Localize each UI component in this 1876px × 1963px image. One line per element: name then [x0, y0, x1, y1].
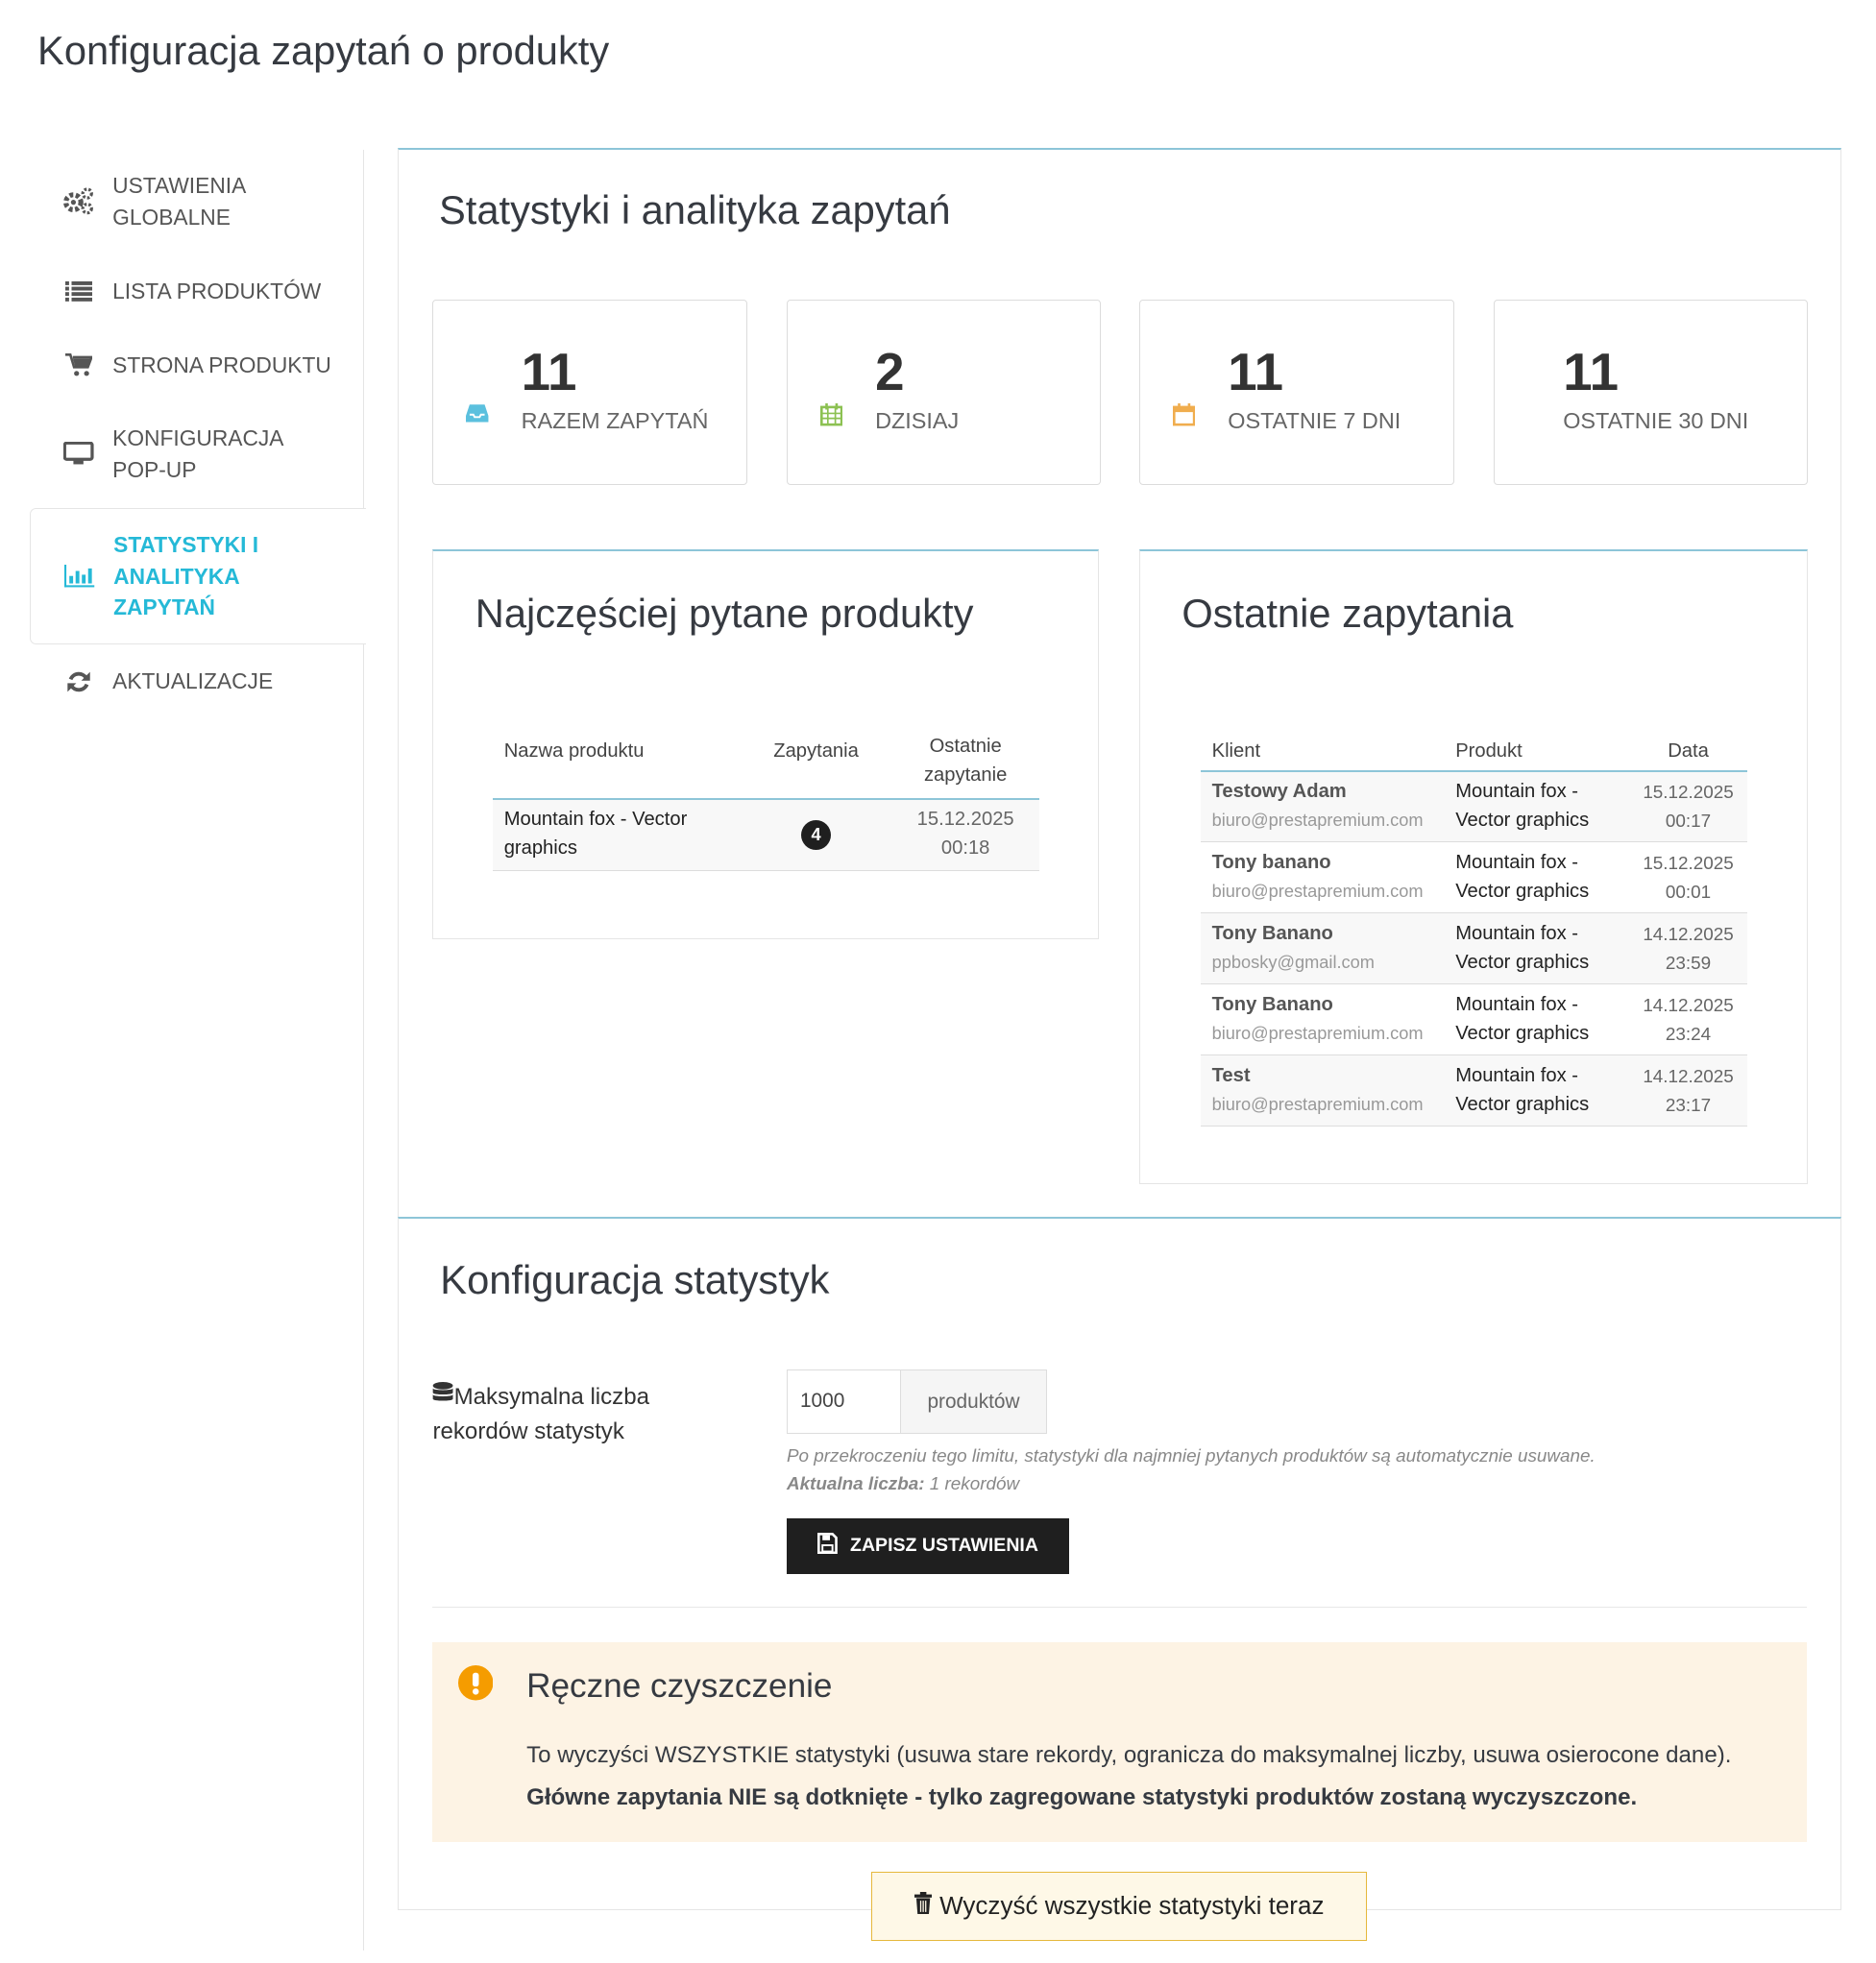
sidebar-item-label: STATYSTYKI I ANALITYKA ZAPYTAŃ — [113, 532, 259, 620]
max-records-input[interactable] — [787, 1369, 902, 1433]
column-header: Produkt — [1444, 732, 1630, 772]
list-icon — [62, 280, 95, 302]
desktop-icon — [62, 441, 95, 467]
cleanup-warning: Główne zapytania NIE są dotknięte - tylk… — [526, 1783, 1638, 1810]
cogs-icon — [62, 187, 95, 215]
client-name: Tony Banano — [1211, 922, 1333, 944]
column-header: Klient — [1200, 732, 1445, 772]
page-title: Konfiguracja zapytań o produkty — [37, 27, 610, 73]
trash-icon — [914, 1891, 933, 1921]
count-badge: 4 — [800, 819, 832, 850]
sidebar-item-label: STRONA PRODUKTU — [112, 351, 331, 377]
table-row: Tony Banano ppbosky@gmail.com Mountain fo… — [1200, 912, 1747, 985]
client-email: biuro@prestapremium.com — [1211, 1023, 1424, 1043]
max-records-label: Maksymalna liczba rekordów statystyk — [432, 1380, 732, 1447]
save-icon — [817, 1532, 839, 1560]
database-icon — [432, 1381, 453, 1410]
stat-card-30-days: 11 OSTATNIE 30 DNI — [1493, 300, 1809, 485]
sidebar-item-label: USTAWIENIA GLOBALNE — [112, 173, 246, 230]
top-products-table: Nazwa produktu Zapytania Ostatnie zapyta… — [492, 732, 1039, 871]
stat-value: 11 — [1228, 342, 1284, 402]
stat-label: OSTATNIE 7 DNI — [1228, 408, 1401, 434]
divider — [432, 1607, 1808, 1609]
cleanup-alert: Ręczne czyszczenie To wyczyści WSZYSTKIE… — [432, 1641, 1808, 1842]
stat-label: OSTATNIE 30 DNI — [1563, 408, 1749, 434]
time: 00:01 — [1665, 881, 1712, 902]
column-header: Zapytania — [740, 732, 892, 800]
stat-value: 2 — [875, 342, 905, 402]
stat-label: RAZEM ZAPYTAŃ — [521, 408, 709, 434]
date: 15.12.2025 — [916, 809, 1014, 831]
cleanup-text: To wyczyści WSZYSTKIE statystyki (usuwa … — [526, 1741, 1732, 1768]
sidebar-item-product-page[interactable]: STRONA PRODUKTU — [30, 349, 362, 381]
date: 14.12.2025 — [1643, 923, 1734, 944]
time: 00:18 — [940, 837, 990, 860]
table-row: Tony Banano biuro@prestapremium.com Mount… — [1200, 983, 1747, 1056]
sidebar-item-product-list[interactable]: LISTA PRODUKTÓW — [30, 275, 362, 307]
sidebar-item-label: LISTA PRODUKTÓW — [112, 279, 322, 304]
calendar-empty-icon — [1172, 403, 1196, 431]
input-suffix: produktów — [901, 1369, 1046, 1433]
date: 14.12.2025 — [1643, 994, 1734, 1015]
time: 23:24 — [1665, 1023, 1712, 1044]
stat-value: 11 — [1563, 342, 1619, 402]
sidebar-item-statistics[interactable]: STATYSTYKI I ANALITYKA ZAPYTAŃ — [30, 507, 367, 645]
recent-inquiries-table: Klient Produkt Data Testowy Adam biuro@pr… — [1200, 732, 1747, 1127]
time: 23:59 — [1665, 952, 1712, 973]
client-email: ppbosky@gmail.com — [1211, 952, 1375, 972]
config-title: Konfiguracja statystyk — [440, 1256, 830, 1302]
date: 14.12.2025 — [1643, 1065, 1734, 1086]
client-email: biuro@prestapremium.com — [1211, 811, 1424, 831]
product-name: Mountain fox - Vector graphics — [1444, 983, 1630, 1056]
table-row: Testowy Adam biuro@prestapremium.com Moun… — [1200, 770, 1747, 843]
product-name: Mountain fox - Vector graphics — [1444, 1054, 1630, 1127]
client-email: biuro@prestapremium.com — [1211, 881, 1424, 901]
client-name: Test — [1211, 1064, 1251, 1086]
table-row: Tony banano biuro@prestapremium.com Mount… — [1200, 841, 1747, 914]
top-products-title: Najczęściej pytane produkty — [475, 590, 974, 636]
client-name: Tony Banano — [1211, 993, 1333, 1015]
date: 15.12.2025 — [1643, 782, 1734, 803]
column-header: Nazwa produktu — [492, 732, 741, 800]
product-name: Mountain fox - Vector graphics — [1444, 770, 1630, 843]
cleanup-title: Ręczne czyszczenie — [526, 1666, 833, 1705]
sidebar-divider — [362, 150, 364, 1951]
current-count: Aktualna liczba: 1 rekordów — [786, 1472, 1020, 1493]
client-name: Tony banano — [1211, 851, 1331, 873]
date: 15.12.2025 — [1643, 852, 1734, 873]
clear-statistics-button[interactable]: Wyczyść wszystkie statystyki teraz — [871, 1872, 1368, 1941]
stats-title: Statystyki i analityka zapytań — [439, 187, 951, 233]
stat-card-today: 2 DZISIAJ — [786, 300, 1102, 485]
help-text: Po przekroczeniu tego limitu, statystyki… — [786, 1445, 1596, 1466]
time: 00:17 — [1665, 811, 1712, 832]
refresh-icon — [62, 669, 95, 694]
sidebar-item-popup-config[interactable]: KONFIGURACJA POP-UP — [30, 422, 362, 487]
product-name: Mountain fox - Vector graphics — [1444, 912, 1630, 985]
table-row: Mountain fox - Vector graphics 4 15.12.2… — [492, 798, 1039, 871]
calendar-icon — [819, 403, 843, 431]
sidebar-item-updates[interactable]: AKTUALIZACJE — [30, 666, 362, 698]
bar-chart-icon — [63, 565, 96, 588]
max-records-input-group: produktów — [786, 1369, 1047, 1434]
client-email: biuro@prestapremium.com — [1211, 1094, 1424, 1114]
product-name: Mountain fox - Vector graphics — [1444, 841, 1630, 914]
stat-card-7-days: 11 OSTATNIE 7 DNI — [1139, 300, 1454, 485]
save-settings-button[interactable]: ZAPISZ USTAWIENIA — [786, 1517, 1070, 1575]
sidebar-item-label: AKTUALIZACJE — [112, 668, 274, 694]
exclamation-icon — [457, 1665, 493, 1706]
recent-inquiries-title: Ostatnie zapytania — [1182, 590, 1514, 636]
cart-icon — [62, 353, 95, 376]
column-header: Data — [1629, 732, 1747, 772]
stat-value: 11 — [521, 342, 577, 402]
table-row: Test biuro@prestapremium.com Mountain fox… — [1200, 1054, 1747, 1127]
sidebar-item-global-settings[interactable]: USTAWIENIA GLOBALNE — [30, 167, 362, 234]
stat-label: DZISIAJ — [875, 408, 960, 434]
sidebar-item-label: KONFIGURACJA POP-UP — [112, 425, 283, 482]
time: 23:17 — [1665, 1094, 1712, 1115]
column-header: Ostatnie zapytanie — [891, 732, 1039, 800]
inbox-icon — [466, 403, 489, 429]
stat-card-total: 11 RAZEM ZAPYTAŃ — [432, 300, 747, 485]
client-name: Testowy Adam — [1211, 781, 1347, 803]
product-name: Mountain fox - Vector graphics — [492, 798, 741, 871]
